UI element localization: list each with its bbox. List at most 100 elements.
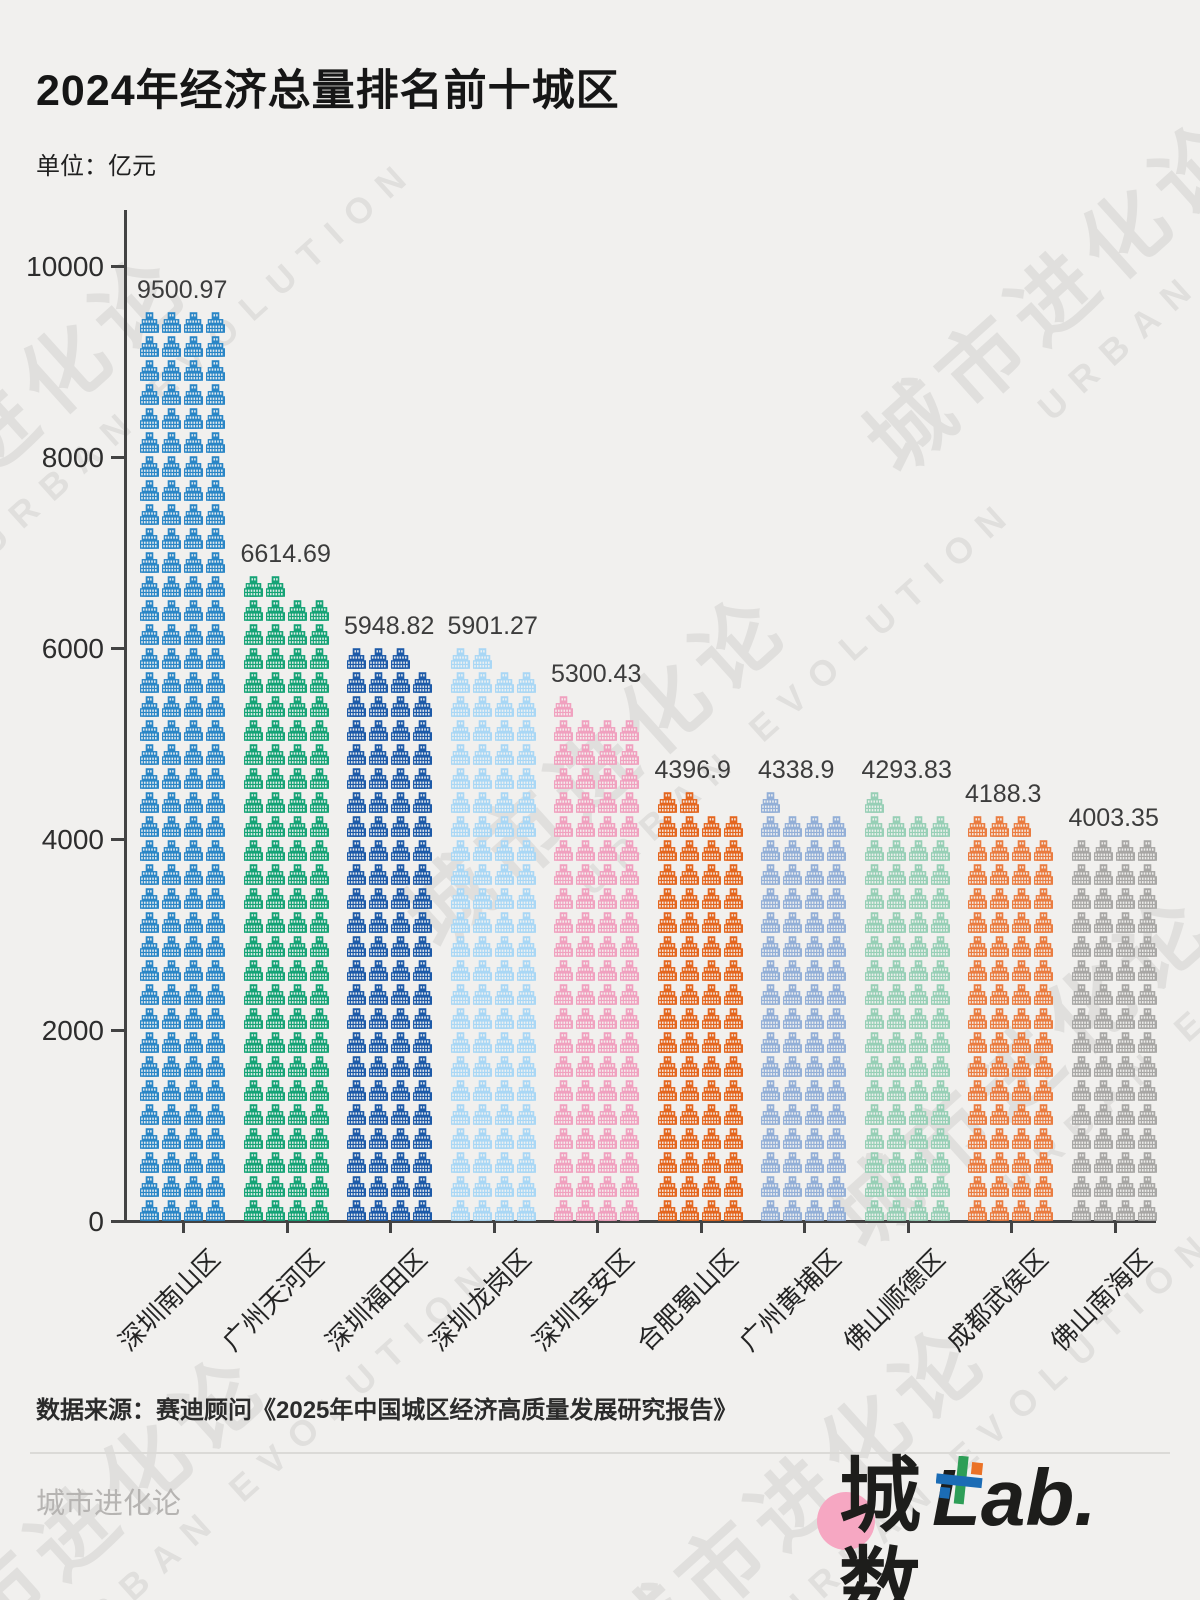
building-icon [391,768,410,789]
building-icon [310,696,329,717]
building-icon [576,864,595,885]
building-icon [620,1080,639,1101]
building-icon [931,1128,950,1149]
building-icon [931,960,950,981]
building-icon [554,1200,573,1221]
building-icon [968,1008,987,1029]
bar-value-label: 5948.82 [344,612,435,640]
building-icon [495,792,514,813]
y-axis-tick-mark [111,647,124,650]
building-icon [451,744,470,765]
building-icon [495,912,514,933]
building-icon [909,984,928,1005]
building-icon [968,864,987,885]
building-icon [391,720,410,741]
building-icon [827,1128,846,1149]
building-icon [206,456,225,477]
building-icon [968,936,987,957]
building-icon [184,1152,203,1173]
building-icon [576,1080,595,1101]
y-axis-tick-label: 8000 [41,442,104,473]
bar-column [451,645,537,1221]
building-icon [702,1104,721,1125]
building-icon [761,1176,780,1197]
building-icon [266,792,285,813]
building-icon [473,720,492,741]
building-icon [658,1056,677,1077]
building-icon [140,552,159,573]
x-axis-tick-mark [906,1223,910,1233]
building-icon [576,768,595,789]
building-icon [724,888,743,909]
building-icon [369,840,388,861]
building-icon [206,624,225,645]
building-icon [206,1152,225,1173]
building-icon [1094,1200,1113,1221]
building-icon [184,720,203,741]
building-icon [391,960,410,981]
building-icon [347,912,366,933]
building-icon [206,312,225,333]
building-icon [310,624,329,645]
building-icon [184,408,203,429]
building-icon [702,888,721,909]
building-icon [1116,1056,1135,1077]
building-icon [413,960,432,981]
building-icon [140,792,159,813]
building-icon [1094,936,1113,957]
building-icon [680,912,699,933]
building-icon [887,816,906,837]
building-icon [990,1128,1009,1149]
building-icon [266,1176,285,1197]
x-axis-label: 深圳龙岗区 [423,1243,537,1357]
y-axis-tick-mark [111,1220,124,1223]
building-icon [909,912,928,933]
building-icon [184,840,203,861]
building-icon [554,1056,573,1077]
building-icon [184,1056,203,1077]
building-icon [865,1200,884,1221]
building-icon [827,1104,846,1125]
building-icon [162,1056,181,1077]
building-icon [1094,912,1113,933]
building-icon [184,600,203,621]
building-icon [1012,816,1031,837]
building-icon [451,1080,470,1101]
building-icon [827,1152,846,1173]
building-icon [658,1032,677,1053]
building-icon [413,864,432,885]
building-icon [658,864,677,885]
building-icon [554,816,573,837]
building-icon [658,1200,677,1221]
building-icon [413,1200,432,1221]
building-icon [724,840,743,861]
building-icon [184,960,203,981]
building-icon [968,1200,987,1221]
building-icon [990,1032,1009,1053]
building-icon [761,912,780,933]
building-icon [1094,1104,1113,1125]
building-icon [620,1176,639,1197]
building-icon [554,912,573,933]
building-icon [266,960,285,981]
building-icon [162,672,181,693]
x-axis-tick-mark [285,1223,289,1233]
y-axis-tick-mark [111,838,124,841]
x-axis-label: 深圳南山区 [112,1243,226,1357]
building-icon [184,672,203,693]
building-icon [288,720,307,741]
building-icon [680,864,699,885]
building-icon [554,1176,573,1197]
building-icon [140,696,159,717]
building-icon [473,696,492,717]
building-icon [968,840,987,861]
building-icon [1138,936,1157,957]
building-icon [1012,912,1031,933]
building-icon [517,888,536,909]
building-icon [598,768,617,789]
building-icon [931,1176,950,1197]
building-icon [162,960,181,981]
building-icon [184,432,203,453]
building-icon [206,672,225,693]
building-icon [451,1056,470,1077]
